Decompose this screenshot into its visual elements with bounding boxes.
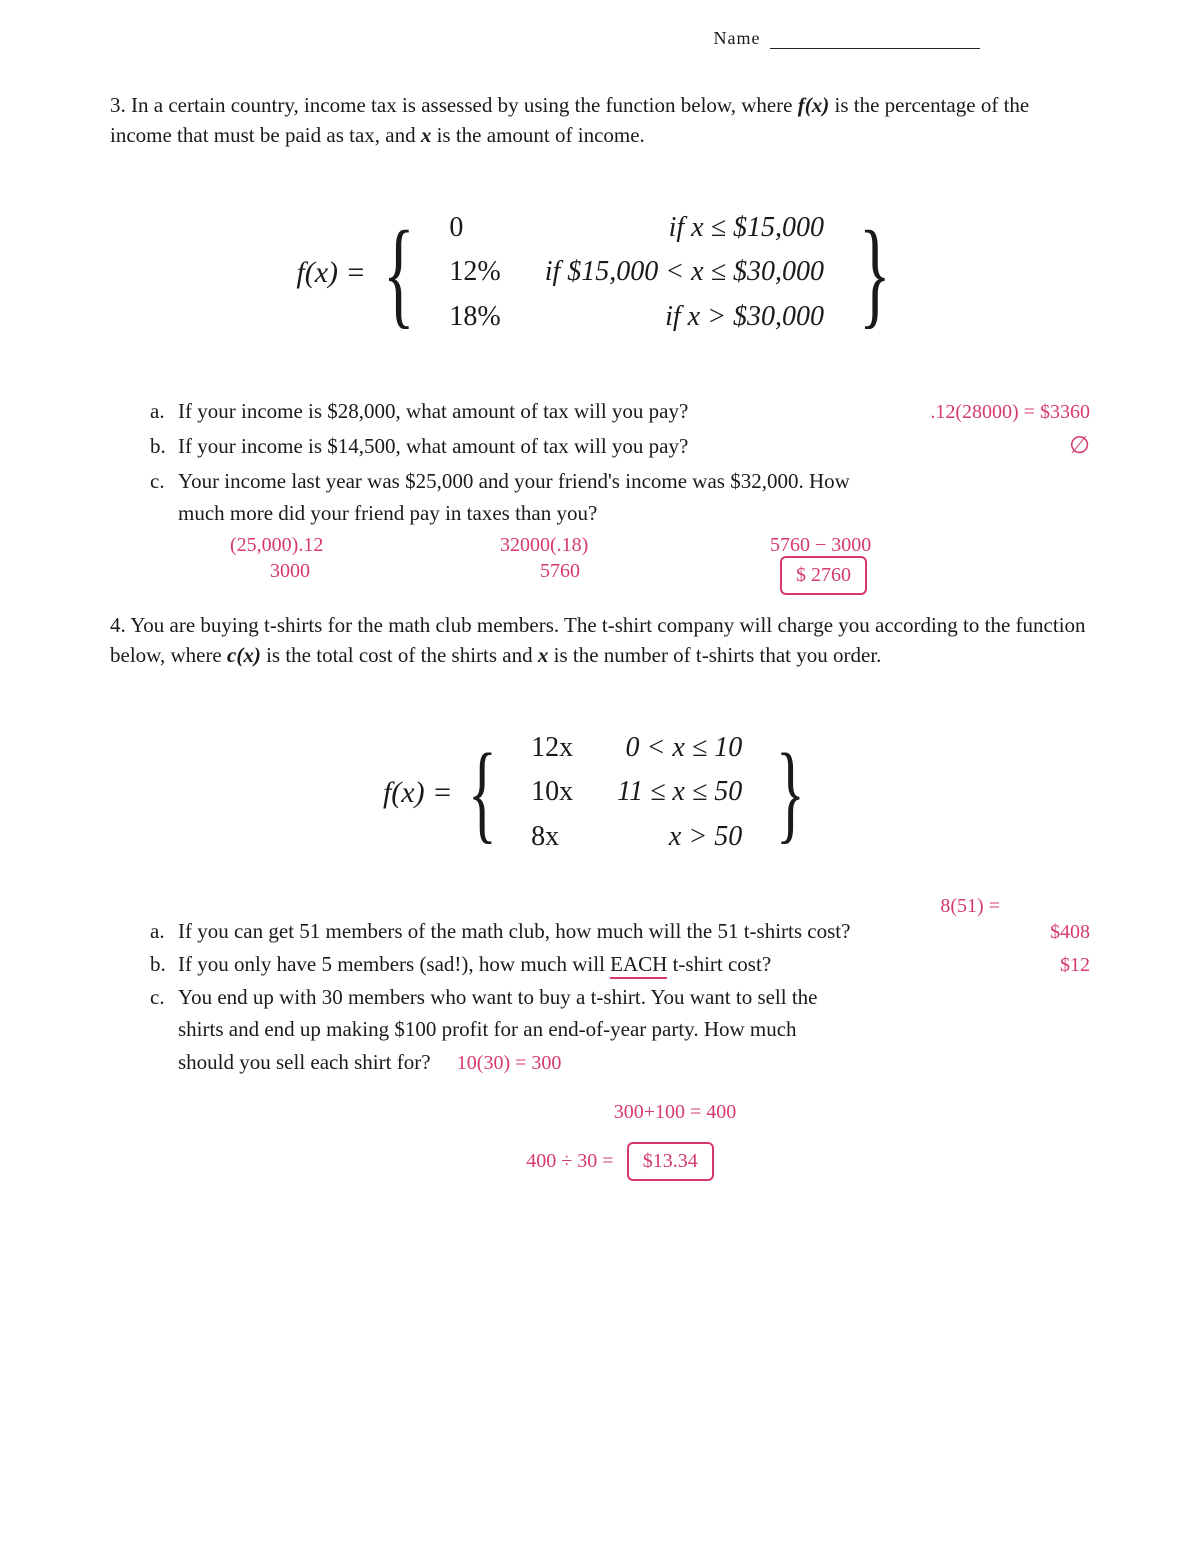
problem-3: 3. In a certain country, income tax is a… — [110, 90, 1090, 600]
worksheet-page: Name 3. In a certain country, income tax… — [0, 0, 1200, 1553]
q4-number: 4. — [110, 613, 126, 637]
brace-left-icon-2: { — [468, 746, 497, 840]
q4b-post: t-shirt cost? — [667, 952, 771, 976]
q3b-row: b. If your income is $14,500, what amoun… — [150, 428, 1090, 465]
name-label: Name — [714, 28, 761, 48]
problem-4-intro: 4. You are buying t-shirts for the math … — [110, 610, 1090, 671]
q3-case3-val: 18% — [427, 295, 522, 340]
q4c-row2: shirts and end up making $100 profit for… — [150, 1013, 1090, 1046]
q4-equation: f(x) = { 12x0 < x ≤ 10 10x11 ≤ x ≤ 50 8x… — [110, 726, 1090, 860]
q4c-w2: 300+100 = 400 — [260, 1097, 1090, 1128]
q4-eqn-lhs: f(x) = — [383, 771, 452, 815]
q4a-row: 8(51) = a. If you can get 51 members of … — [150, 915, 1090, 948]
q4-case3-cond: x > 50 — [595, 815, 764, 860]
q3c-mid2: 5760 — [540, 556, 580, 587]
q3-case1-cond: if x ≤ $15,000 — [523, 206, 846, 251]
q4-case1-cond: 0 < x ≤ 10 — [595, 726, 764, 771]
q3-case2-val: 12% — [427, 250, 522, 295]
q4-intro-c: is the number of t-shirts that you order… — [548, 643, 881, 667]
q3b-handwork: ∅ — [1069, 428, 1090, 465]
q4b-row: b. If you only have 5 members (sad!), ho… — [150, 948, 1090, 981]
q4-intro-b: is the total cost of the shirts and — [261, 643, 538, 667]
brace-right-icon-2: } — [776, 746, 805, 840]
q4c-boxed: $13.34 — [627, 1142, 714, 1181]
q3c-row2: much more did your friend pay in taxes t… — [150, 497, 1090, 530]
brace-right-icon: } — [859, 222, 891, 324]
q4a-ans: $408 — [1050, 917, 1090, 948]
q4-case1-val: 12x — [509, 726, 595, 771]
q3c-boxed: $ 2760 — [780, 556, 867, 595]
q3a-label: a. — [150, 395, 178, 428]
q3c-text2: much more did your friend pay in taxes t… — [178, 497, 1090, 530]
q3b-label: b. — [150, 430, 178, 463]
q3a-text: If your income is $28,000, what amount o… — [178, 395, 924, 428]
q3b-text: If your income is $14,500, what amount o… — [178, 430, 1063, 463]
q4b-text: If you only have 5 members (sad!), how m… — [178, 948, 1054, 981]
q3-intro-c: is the amount of income. — [431, 123, 644, 147]
q3c-row1: c. Your income last year was $25,000 and… — [150, 465, 1090, 498]
q4-cases: 12x0 < x ≤ 10 10x11 ≤ x ≤ 50 8xx > 50 — [509, 726, 764, 860]
q4b-work: $12 — [1060, 950, 1090, 981]
q4a-work-top: 8(51) = — [940, 891, 1000, 922]
q4a-text: If you can get 51 members of the math cl… — [178, 915, 1044, 948]
q3a-row: a. If your income is $28,000, what amoun… — [150, 395, 1090, 428]
name-field: Name — [714, 28, 980, 49]
q3c-left2: 3000 — [270, 556, 310, 587]
q4a-label: a. — [150, 915, 178, 948]
q3c-workbox: (25,000).12 3000 32000(.18) 5760 5760 − … — [210, 530, 1090, 600]
q3-cases: 0if x ≤ $15,000 12%if $15,000 < x ≤ $30,… — [427, 206, 846, 340]
q4-case2-cond: 11 ≤ x ≤ 50 — [595, 770, 764, 815]
q3-number: 3. — [110, 93, 126, 117]
q4c-label: c. — [150, 981, 178, 1014]
q4c-row3: should you sell each shirt for? 10(30) =… — [150, 1046, 1090, 1079]
q4c-text2: shirts and end up making $100 profit for… — [178, 1013, 1090, 1046]
q4-case2-val: 10x — [509, 770, 595, 815]
q3-case2-cond: if $15,000 < x ≤ $30,000 — [523, 250, 846, 295]
q3-case3-cond: if x > $30,000 — [523, 295, 846, 340]
q3c-label: c. — [150, 465, 178, 498]
q3-fx: f(x) — [798, 93, 829, 117]
q3-eqn-lhs: f(x) = — [296, 251, 365, 295]
q4c-w1: 10(30) = 300 — [457, 1052, 562, 1074]
q4c-text3-wrap: should you sell each shirt for? 10(30) =… — [178, 1046, 1090, 1079]
q4c-w3a: 400 ÷ 30 = — [526, 1150, 613, 1172]
q3c-text1: Your income last year was $25,000 and yo… — [178, 465, 1090, 498]
q3-equation: f(x) = { 0if x ≤ $15,000 12%if $15,000 <… — [110, 206, 1090, 340]
brace-left-icon: { — [383, 222, 415, 324]
problem-3-intro: 3. In a certain country, income tax is a… — [110, 90, 1090, 151]
q3-case1-val: 0 — [427, 206, 522, 251]
q3-subparts: a. If your income is $28,000, what amoun… — [150, 395, 1090, 600]
q4c-text3: should you sell each shirt for? — [178, 1050, 431, 1074]
name-underline — [770, 48, 980, 49]
q4c-row1: c. You end up with 30 members who want t… — [150, 981, 1090, 1014]
problem-4: 4. You are buying t-shirts for the math … — [110, 610, 1090, 1181]
q4b-label: b. — [150, 948, 178, 981]
q4-x: x — [538, 643, 549, 667]
q3a-handwork: .12(28000) = $3360 — [930, 397, 1090, 428]
q3-intro-a: In a certain country, income tax is asse… — [131, 93, 798, 117]
q4-cx: c(x) — [227, 643, 261, 667]
q4c-workcenter: 300+100 = 400 400 ÷ 30 = $13.34 — [150, 1097, 1090, 1181]
q4b-each: EACH — [610, 952, 667, 979]
q4-subparts: 8(51) = a. If you can get 51 members of … — [150, 915, 1090, 1181]
q4-case3-val: 8x — [509, 815, 595, 860]
q4b-pre: If you only have 5 members (sad!), how m… — [178, 952, 610, 976]
q4c-text1: You end up with 30 members who want to b… — [178, 981, 1090, 1014]
q3-x: x — [421, 123, 432, 147]
